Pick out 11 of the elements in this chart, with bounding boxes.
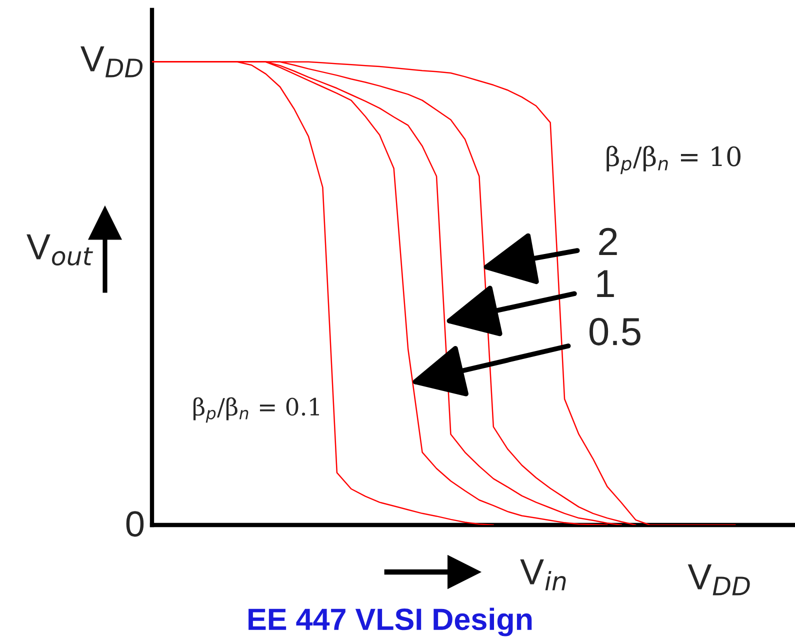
text: 0: [126, 511, 144, 537]
annotation: 1: [597, 270, 614, 298]
text: V$_{DD}$: [688, 564, 750, 596]
y-axis-title: V$_{out}$: [26, 234, 94, 266]
x-axis-title: V$_{in}$: [520, 559, 566, 590]
annotation: 2: [599, 228, 617, 256]
annotation: 0.5: [589, 318, 640, 346]
annotation: β$_{p}$/β$_{n}$ = 0.1: [193, 397, 319, 423]
annotation: β$_{p}$/β$_{n}$ = 10: [606, 146, 740, 174]
text: EE 447 VLSI Design: [248, 608, 532, 636]
text: V$_{DD}$: [80, 46, 143, 78]
